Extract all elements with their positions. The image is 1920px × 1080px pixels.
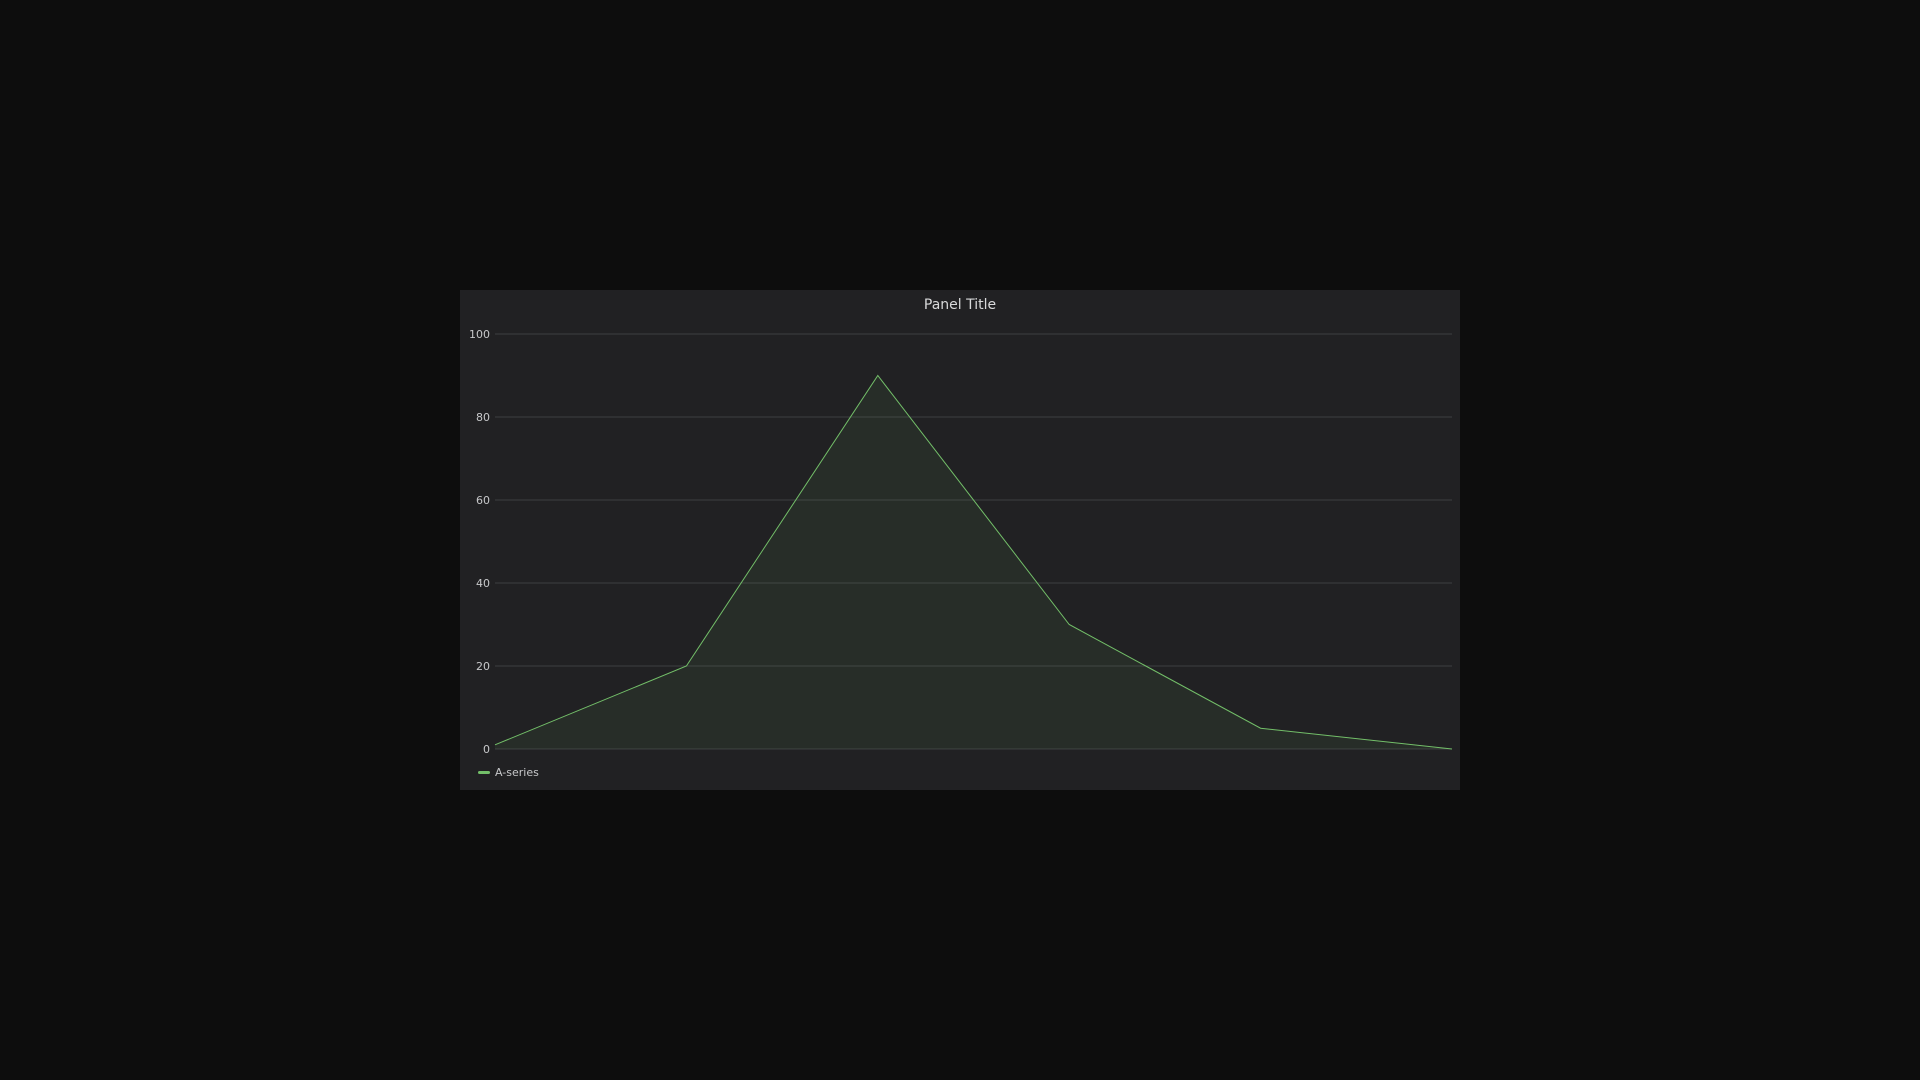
grid-lines: [495, 333, 1452, 750]
y-tick-label-0: 0: [483, 743, 490, 756]
series-line-0: [494, 374, 1453, 750]
y-tick-label-60: 60: [476, 494, 490, 507]
data-point-0-0[interactable]: [493, 743, 497, 747]
data-point-0-5[interactable]: [1450, 747, 1454, 751]
y-axis-ticks: 0 20 40 60 80 100: [469, 328, 490, 756]
y-tick-label-40: 40: [476, 577, 490, 590]
data-point-0-4[interactable]: [1259, 726, 1263, 730]
series-area-0: [495, 375, 1452, 749]
data-point-0-1[interactable]: [684, 664, 688, 668]
panel-title: Panel Title: [923, 297, 997, 313]
legend-label-a-series[interactable]: A-series: [495, 766, 539, 779]
data-point-0-3[interactable]: [1067, 623, 1071, 627]
y-tick-label-20: 20: [476, 660, 490, 673]
series-layer: [493, 374, 1454, 751]
chart-plot: 0 20 40 60 80 100: [469, 328, 1454, 756]
y-tick-label-80: 80: [476, 411, 490, 424]
legend[interactable]: A-series: [478, 766, 539, 779]
data-point-0-2[interactable]: [876, 374, 880, 378]
chart-panel: 0 20 40 60 80 100 Panel Title A-series: [460, 290, 1460, 790]
legend-swatch-a-series: [478, 771, 490, 774]
y-tick-label-100: 100: [469, 328, 490, 341]
